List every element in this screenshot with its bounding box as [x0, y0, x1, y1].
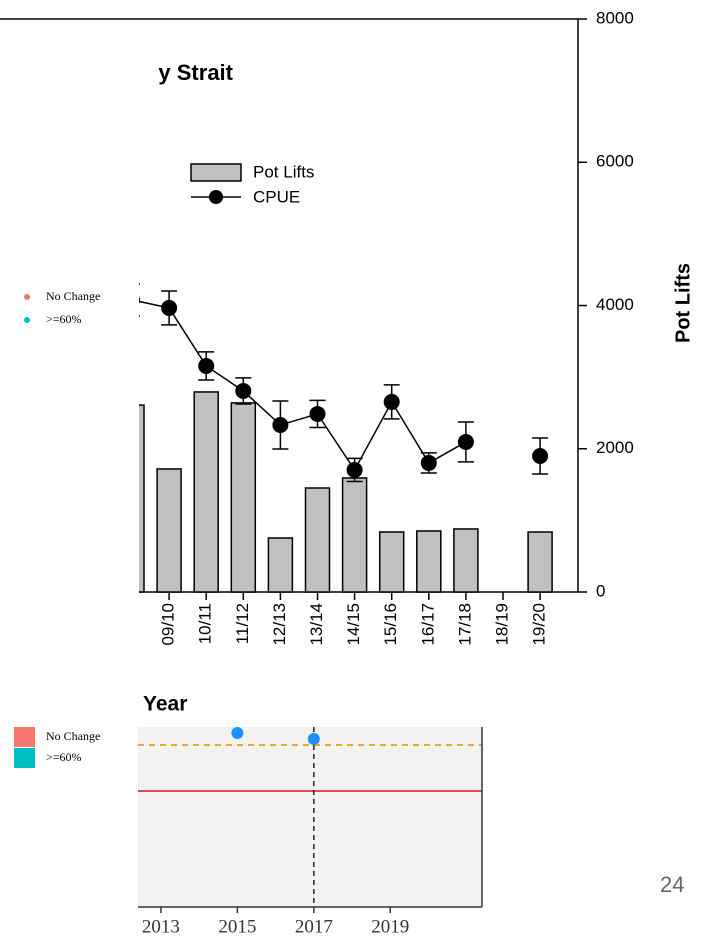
x-tick-label: 13/14: [307, 603, 326, 646]
x-tick-label: 19/20: [530, 603, 549, 646]
chart-bar-line-axes: 0 2000 4000 6000 8000 Pot Lifts Year Pot Lifts C…: [0, 8, 694, 716]
bar: [527, 531, 553, 593]
chart-bar-line: y Strait 08/09 09/10 10/11 11/12 12/13 13/14 14…: [121, 60, 578, 646]
legend-dot: [24, 294, 30, 300]
plot-panel: [138, 727, 482, 907]
x-tick-label: 2015: [218, 916, 256, 937]
legend-dot: [24, 317, 30, 323]
point: [231, 727, 244, 739]
legend-label: Pot Lifts: [253, 162, 314, 181]
x-tick-label: 10/11: [196, 603, 215, 644]
y-tick-label: 6000: [596, 152, 634, 171]
y-tick-label: 0: [596, 581, 605, 600]
x-tick-label: 11/12: [233, 603, 252, 644]
bar: [378, 531, 405, 593]
cpue-line: [139, 300, 467, 472]
legend-label: No Change: [46, 729, 100, 743]
point: [307, 733, 320, 745]
y-axis-label: Pot Lifts: [672, 263, 694, 343]
cpue-point: [272, 416, 289, 433]
legend-label: CPUE: [253, 187, 300, 206]
cpue-point: [457, 433, 474, 450]
x-tick-label: 18/19: [492, 603, 511, 646]
chart-title: y Strait: [158, 60, 233, 85]
legend-swatch: [14, 748, 35, 768]
bar: [267, 537, 294, 593]
error-bar: [139, 283, 140, 317]
bar: [416, 530, 442, 593]
legend-swatch: [14, 727, 35, 747]
x-tick-label: 2017: [295, 916, 333, 937]
x-tick-label: 16/17: [418, 603, 437, 646]
x-tick-label: 14/15: [344, 603, 363, 646]
x-tick-label: 09/10: [159, 603, 178, 646]
legend-marker: [209, 190, 223, 204]
x-tick-label: 17/18: [455, 603, 474, 646]
legend-fragments: No Change >=60% No Change >=60%: [14, 289, 100, 768]
x-tick-label: 15/16: [381, 603, 400, 646]
x-tick-label: 12/13: [270, 603, 289, 646]
x-tick-label: 08/09: [121, 603, 140, 646]
y-tick-label: 8000: [596, 8, 634, 27]
bar: [453, 528, 479, 593]
legend-label: >=60%: [46, 750, 82, 764]
cpue-point: [309, 405, 326, 422]
cpue-point: [161, 299, 178, 316]
x-tick-label: 2013: [142, 916, 180, 937]
cpue-point: [383, 393, 400, 410]
bar: [230, 402, 257, 593]
x-axis-label: Year: [143, 693, 187, 716]
chart-scatter: 2013 2015 2017 2019: [138, 727, 483, 937]
legend-swatch: [190, 163, 242, 182]
bar: [341, 477, 368, 593]
cpue-point: [532, 447, 549, 464]
bar: [304, 487, 331, 593]
cpue-point: [420, 454, 437, 471]
cpue-point: [198, 357, 215, 374]
legend-label: >=60%: [46, 312, 82, 326]
x-tick-label: 2019: [371, 916, 409, 937]
y-tick-label: 4000: [596, 295, 634, 314]
bar: [156, 468, 182, 593]
cpue-point: [139, 296, 140, 304]
legend-label: No Change: [46, 289, 100, 303]
y-tick-label: 2000: [596, 438, 634, 457]
page-number: 24: [660, 872, 684, 897]
cpue-point: [235, 382, 252, 399]
bar: [193, 391, 219, 593]
cpue-point: [346, 461, 363, 478]
bar: [139, 404, 145, 593]
